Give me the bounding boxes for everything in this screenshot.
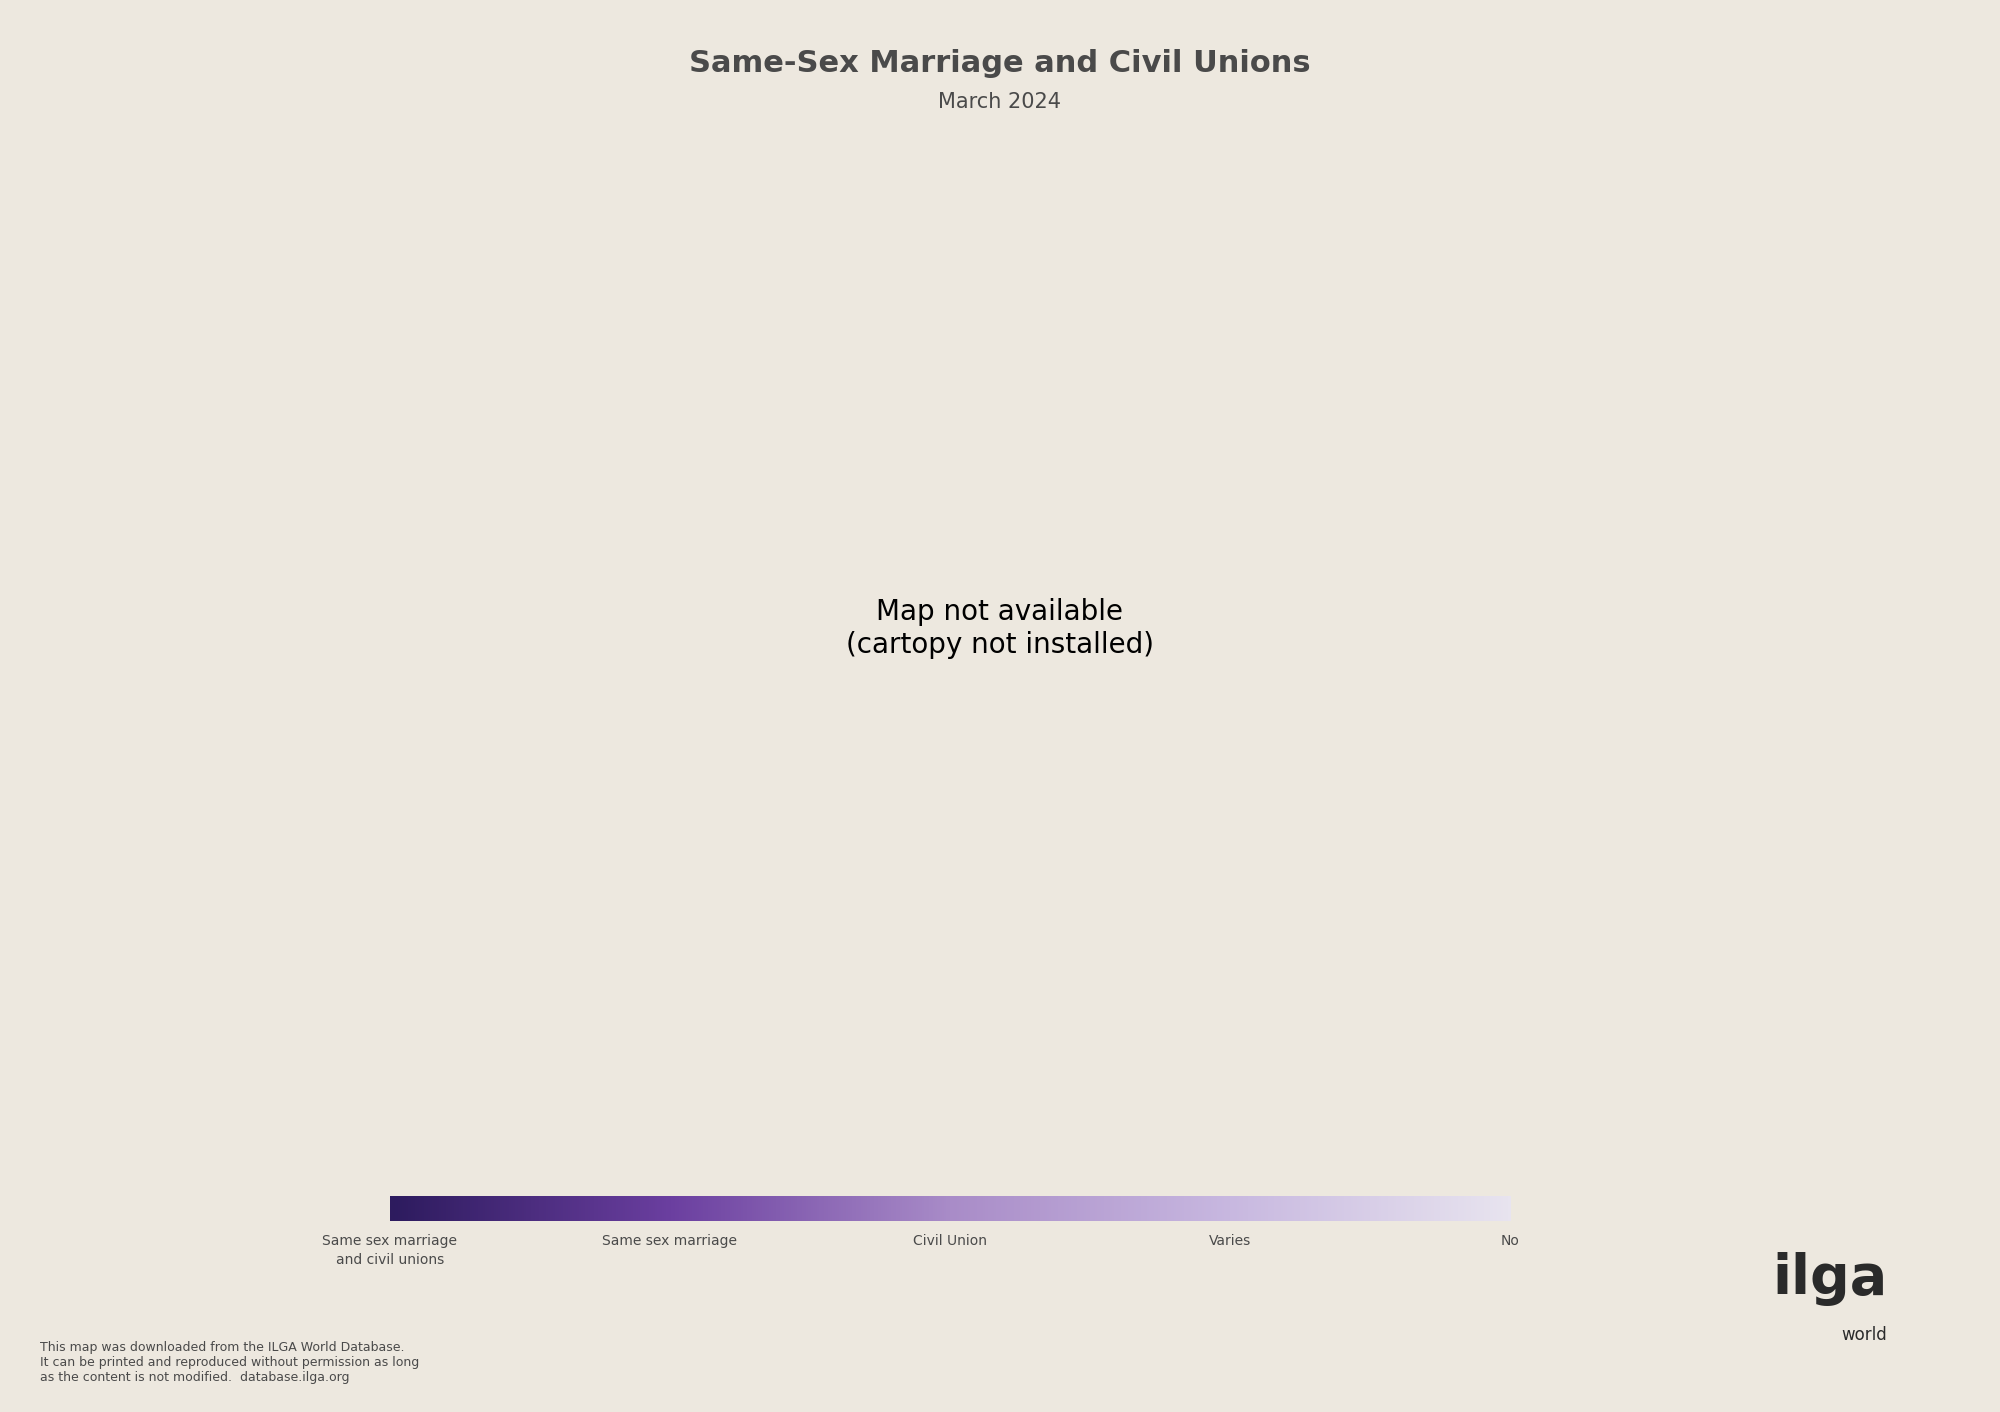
Text: Same-Sex Marriage and Civil Unions: Same-Sex Marriage and Civil Unions — [690, 49, 1310, 79]
Text: No: No — [1500, 1234, 1520, 1248]
Text: Same sex marriage: Same sex marriage — [602, 1234, 738, 1248]
Text: Varies: Varies — [1208, 1234, 1252, 1248]
Text: ilga: ilga — [1772, 1252, 1888, 1306]
Text: Map not available
(cartopy not installed): Map not available (cartopy not installed… — [846, 599, 1154, 658]
Text: March 2024: March 2024 — [938, 92, 1062, 112]
Text: This map was downloaded from the ILGA World Database.
It can be printed and repr: This map was downloaded from the ILGA Wo… — [40, 1341, 420, 1384]
Text: Civil Union: Civil Union — [914, 1234, 988, 1248]
Text: world: world — [1842, 1326, 1886, 1344]
Text: Same sex marriage
and civil unions: Same sex marriage and civil unions — [322, 1234, 458, 1267]
